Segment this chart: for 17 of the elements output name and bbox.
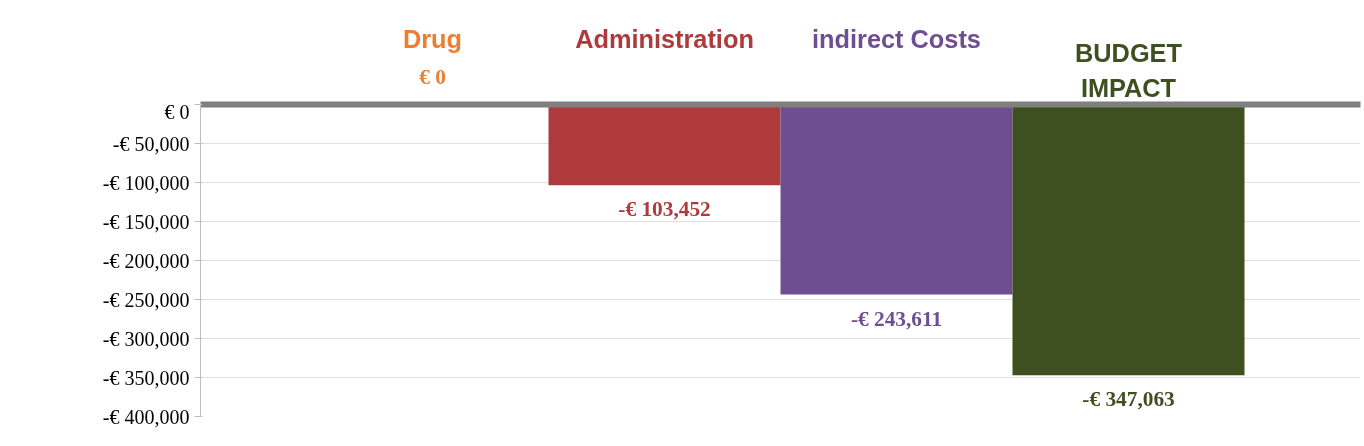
y-tick-label: -€ 400,000 xyxy=(102,405,190,428)
x-tick-label: indirect Costs xyxy=(812,24,981,53)
y-tick-label: -€ 250,000 xyxy=(102,288,190,311)
y-tick-label: -€ 50,000 xyxy=(112,132,190,155)
data-label: -€ 347,063 xyxy=(1082,387,1175,412)
data-label: -€ 243,611 xyxy=(850,306,943,331)
y-tick-label: -€ 100,000 xyxy=(102,171,190,194)
y-tick-label: -€ 300,000 xyxy=(102,327,190,350)
data-label: € 0 xyxy=(419,64,446,89)
x-tick-label: Drug xyxy=(402,24,463,53)
x-tick-label: BUDGET IMPACT xyxy=(1075,39,1183,102)
x-tick-label: Administration xyxy=(575,24,754,53)
y-tick-label: -€ 350,000 xyxy=(102,366,190,389)
data-label: -€ 103,452 xyxy=(618,197,711,222)
y-tick-label: € 0 xyxy=(164,100,190,123)
y-tick-label: -€ 150,000 xyxy=(102,210,190,233)
y-tick-label: -€ 200,000 xyxy=(102,249,190,272)
